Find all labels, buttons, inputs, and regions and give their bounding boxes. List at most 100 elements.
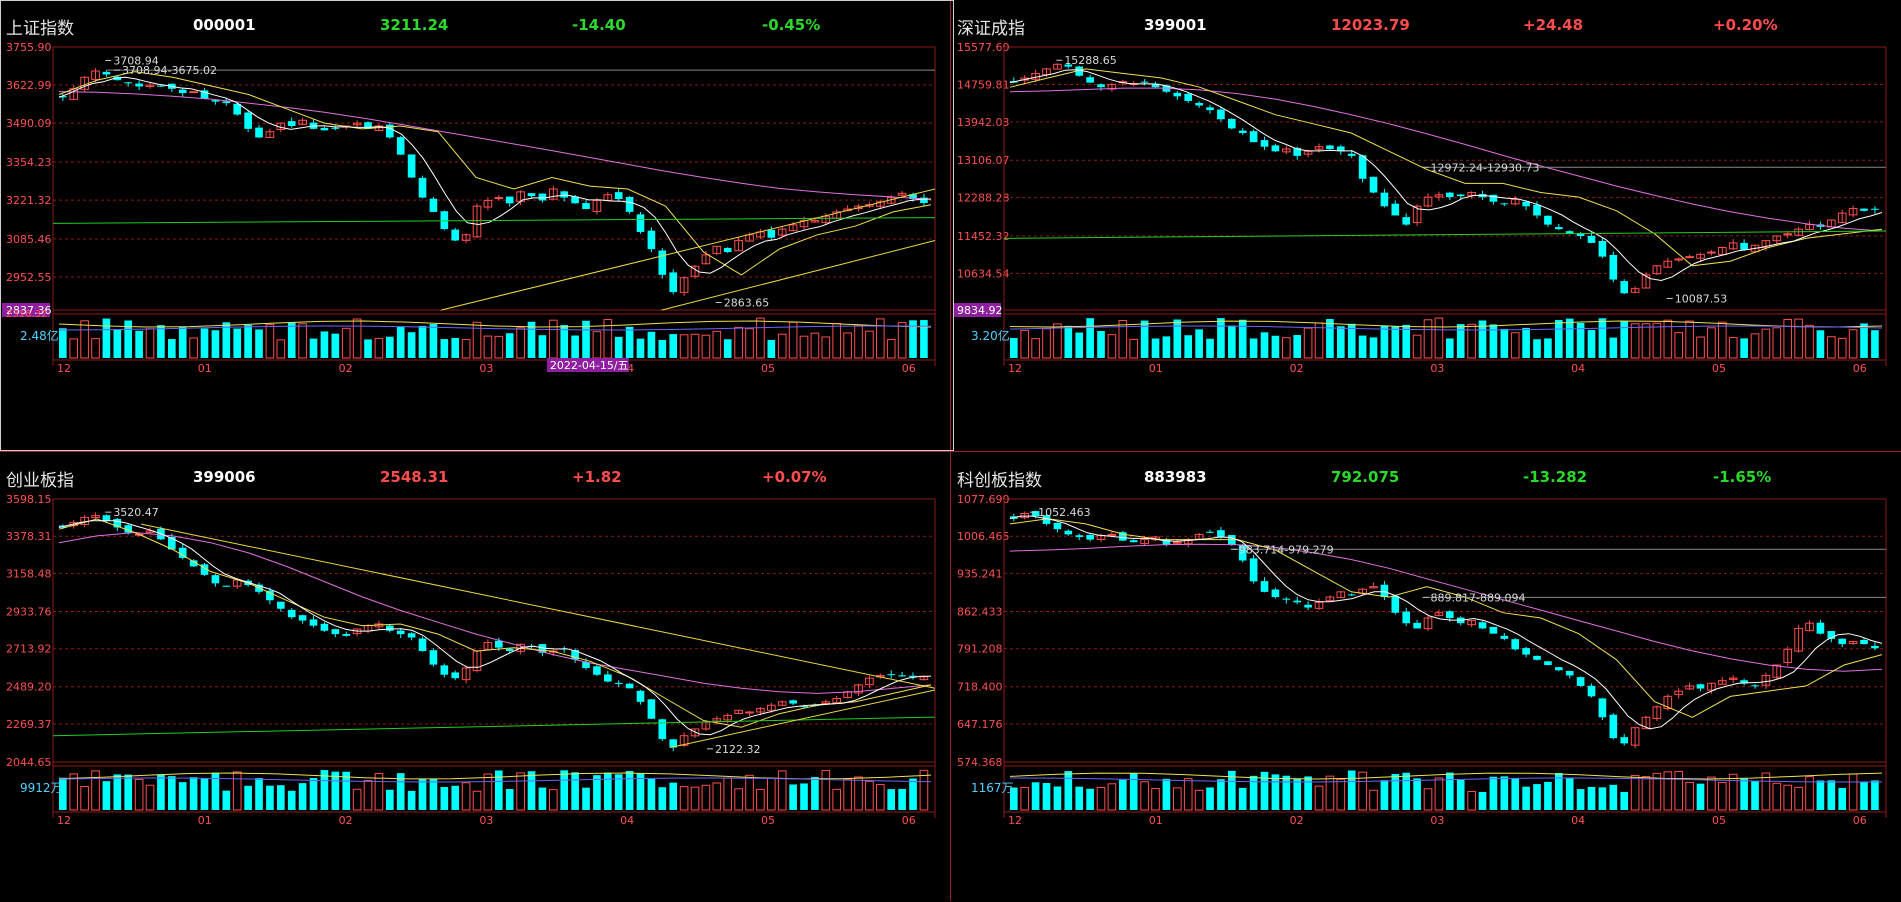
candle-body [1838, 638, 1847, 645]
volume-bar [1761, 328, 1771, 359]
candle-body [614, 682, 623, 684]
volume-bar [1555, 320, 1563, 358]
volume-bar [821, 336, 831, 359]
volume-bar [876, 784, 885, 811]
volume-bar [767, 777, 776, 811]
volume-bar [1630, 775, 1640, 811]
candle-body [320, 623, 329, 631]
date-marker-bg [546, 358, 629, 372]
kline-chart[interactable]: 3598.15 3378.31 3158.48 2933.76 2713.92 2489.… [0, 452, 950, 902]
candle-body [800, 705, 808, 707]
volume-bar [1467, 790, 1476, 811]
volume-bar [59, 777, 67, 810]
candle-body [1119, 532, 1127, 541]
volume-bar [1173, 319, 1182, 358]
volume-bar [1620, 321, 1629, 358]
volume-bar [102, 781, 111, 810]
volume-bar [255, 778, 263, 810]
candle-body [1783, 233, 1793, 236]
volume-bar [1718, 782, 1727, 811]
candle-body [1565, 231, 1574, 234]
y-axis-label: 14759.81 [957, 78, 1010, 91]
ma60-line [58, 91, 932, 200]
volume-bar [1446, 772, 1454, 810]
candle-body [1423, 196, 1433, 207]
candle-body [1217, 109, 1225, 120]
kline-chart[interactable]: 3755.90 3622.99 3490.09 3354.23 3221.32 3085.… [0, 0, 950, 450]
volume-bar [1282, 775, 1291, 810]
kline-chart[interactable]: 15577.60 14759.81 13942.03 13106.07 12288.28… [951, 0, 1901, 450]
candle-body [1271, 589, 1280, 598]
volume-bar [124, 774, 133, 810]
y-axis-label: 9834.92 [957, 304, 1003, 317]
panel-shenzhen-component[interactable]: 深证成指 399001 12023.79 +24.48 +0.20% 15577… [951, 0, 1901, 450]
candle-body [1031, 511, 1040, 517]
volume-bar [549, 319, 558, 359]
candle-body [364, 122, 372, 129]
candle-body [604, 674, 612, 682]
candle-body [1260, 140, 1269, 147]
volume-bar [1129, 772, 1138, 810]
volume-bar [919, 769, 929, 811]
volume-bar [80, 785, 89, 811]
volume-bar [777, 333, 787, 359]
volume-bar [843, 332, 852, 359]
candle-body [157, 85, 165, 87]
panel-star-market-index[interactable]: 科创板指数 883983 792.075 -13.282 -1.65% 1077… [951, 452, 1901, 902]
x-axis-label: 05 [761, 814, 775, 827]
index-name: 上证指数 [6, 19, 74, 39]
candle-body [1685, 256, 1694, 259]
volume-bar [309, 338, 318, 358]
x-axis-label: 03 [479, 362, 493, 375]
x-axis-label: 06 [1853, 814, 1867, 827]
y-axis-label: 1006.465 [957, 530, 1010, 543]
volume-bar [854, 776, 863, 811]
x-axis-label: 05 [1712, 814, 1726, 827]
volume-bar [145, 784, 155, 811]
index-change-pct: +0.07% [762, 468, 827, 486]
trend-line-green [1003, 230, 1887, 239]
y-axis-label: 3378.31 [6, 530, 52, 543]
price-annotation: 3708.94 [113, 54, 159, 67]
candle-body [1794, 627, 1803, 652]
volume-label: 2.48亿 [20, 328, 59, 343]
candle-body [189, 560, 198, 567]
volume-bar [1238, 319, 1247, 358]
candle-body [1751, 685, 1759, 687]
volume-bar [1107, 334, 1117, 359]
candle-body [832, 697, 842, 704]
volume-bar [134, 778, 144, 811]
candle-body [1434, 612, 1444, 616]
candle-body [788, 224, 798, 232]
index-change: -14.40 [572, 16, 626, 34]
volume-bar [145, 328, 155, 359]
volume-bar [1652, 772, 1662, 811]
volume-ma-line [1009, 772, 1883, 780]
trend-line-yellow [440, 188, 936, 311]
candle-body [255, 127, 263, 138]
volume-bar [211, 772, 220, 810]
volume-top-label: 2316.32 [6, 309, 47, 320]
index-name: 创业板指 [6, 471, 74, 491]
volume-bar [407, 790, 416, 810]
volume-bar [1500, 328, 1509, 358]
panel-shanghai-index[interactable]: 上证指数 000001 3211.24 -14.40 -0.45% 3755.9… [0, 0, 950, 450]
kline-chart[interactable]: 1077.690 1006.465 935.241 862.433 791.208 718… [951, 452, 1901, 902]
volume-bar [135, 330, 143, 358]
y-axis-label: 2489.20 [6, 681, 52, 694]
volume-bar [386, 336, 394, 358]
candle-body [1871, 208, 1879, 210]
volume-ma-line [58, 325, 932, 331]
candle-body [909, 675, 917, 678]
volume-bar [266, 785, 274, 810]
candle-body [1228, 118, 1236, 129]
candle-body [669, 272, 678, 293]
volume-bar [1587, 330, 1596, 358]
candle-body [113, 518, 122, 528]
volume-bar [1260, 332, 1269, 358]
volume-bar [549, 789, 558, 811]
volume-bar [909, 778, 917, 810]
x-axis-label: 02 [1290, 814, 1304, 827]
volume-bar [178, 782, 187, 810]
panel-chinext-index[interactable]: 创业板指 399006 2548.31 +1.82 +0.07% 3598.15… [0, 452, 950, 902]
